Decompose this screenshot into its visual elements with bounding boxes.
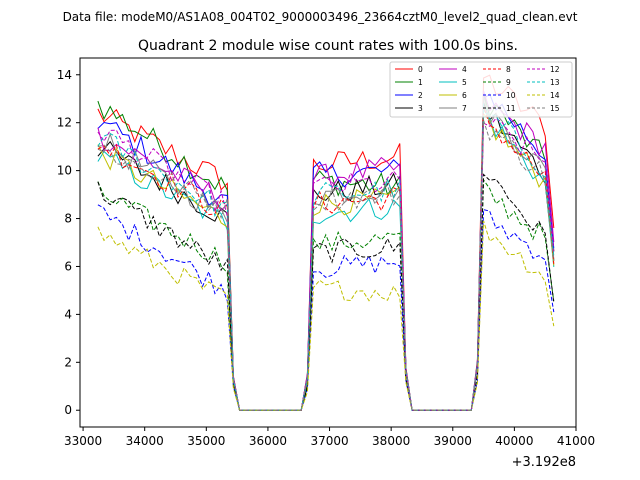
series-line-15 — [97, 120, 555, 411]
series-line-0 — [97, 74, 555, 411]
x-tick-label: 37000 — [310, 434, 348, 448]
series-line-9 — [97, 178, 555, 411]
legend-label-12: 12 — [550, 65, 560, 74]
y-tick-label: 14 — [57, 68, 72, 82]
plot-lines — [97, 74, 555, 411]
legend-label-2: 2 — [418, 91, 423, 100]
series-line-2 — [97, 93, 555, 411]
y-tick-label: 10 — [57, 164, 72, 178]
x-tick-label: 36000 — [249, 434, 287, 448]
legend-label-6: 6 — [462, 91, 467, 100]
legend-label-4: 4 — [462, 65, 467, 74]
series-line-3 — [97, 102, 555, 411]
y-tick-label: 8 — [64, 212, 72, 226]
legend-label-1: 1 — [418, 78, 423, 87]
x-tick-label: 40000 — [495, 434, 533, 448]
legend-label-10: 10 — [506, 91, 516, 100]
x-tick-label: 33000 — [64, 434, 102, 448]
legend-label-9: 9 — [506, 78, 511, 87]
x-tick-label: 41000 — [557, 434, 595, 448]
axes-frame — [79, 57, 577, 428]
series-line-10 — [97, 204, 555, 411]
x-tick-label: 39000 — [434, 434, 472, 448]
x-offset-label: +3.192e8 — [512, 455, 576, 470]
series-line-7 — [97, 95, 555, 411]
series-line-6 — [97, 113, 555, 411]
y-tick-label: 4 — [64, 307, 72, 321]
legend-label-14: 14 — [550, 91, 560, 100]
legend-label-7: 7 — [462, 104, 467, 113]
y-tick-label: 0 — [64, 403, 72, 417]
series-line-1 — [97, 93, 555, 411]
chart-title: Quadrant 2 module wise count rates with … — [138, 38, 518, 54]
series-line-11 — [97, 173, 555, 411]
series-line-5 — [97, 108, 555, 411]
series-line-14 — [97, 220, 555, 411]
x-tick-label: 35000 — [187, 434, 225, 448]
legend-label-8: 8 — [506, 65, 511, 74]
legend-box — [389, 61, 573, 118]
x-tick-label: 38000 — [372, 434, 410, 448]
x-axis: 33000 34000 35000 36000 37000 38000 39000 40000… — [64, 427, 595, 448]
y-tick-label: 6 — [64, 259, 72, 273]
series-line-4 — [97, 90, 555, 411]
series-line-12 — [97, 117, 555, 411]
legend-label-15: 15 — [550, 104, 560, 113]
legend-label-0: 0 — [418, 65, 423, 74]
legend-label-3: 3 — [418, 104, 423, 113]
series-line-13 — [97, 102, 555, 411]
series-line-8 — [97, 105, 555, 411]
y-tick-label: 2 — [64, 355, 72, 369]
legend-label-13: 13 — [550, 78, 560, 87]
y-tick-label: 12 — [57, 116, 72, 130]
legend-label-11: 11 — [506, 104, 516, 113]
y-axis: 0 2 4 6 8 10 12 14 — [57, 68, 80, 417]
figure-suptitle: Data file: modeM0/AS1A08_004T02_90000034… — [63, 10, 578, 24]
x-tick-label: 34000 — [126, 434, 164, 448]
legend-label-5: 5 — [462, 78, 467, 87]
